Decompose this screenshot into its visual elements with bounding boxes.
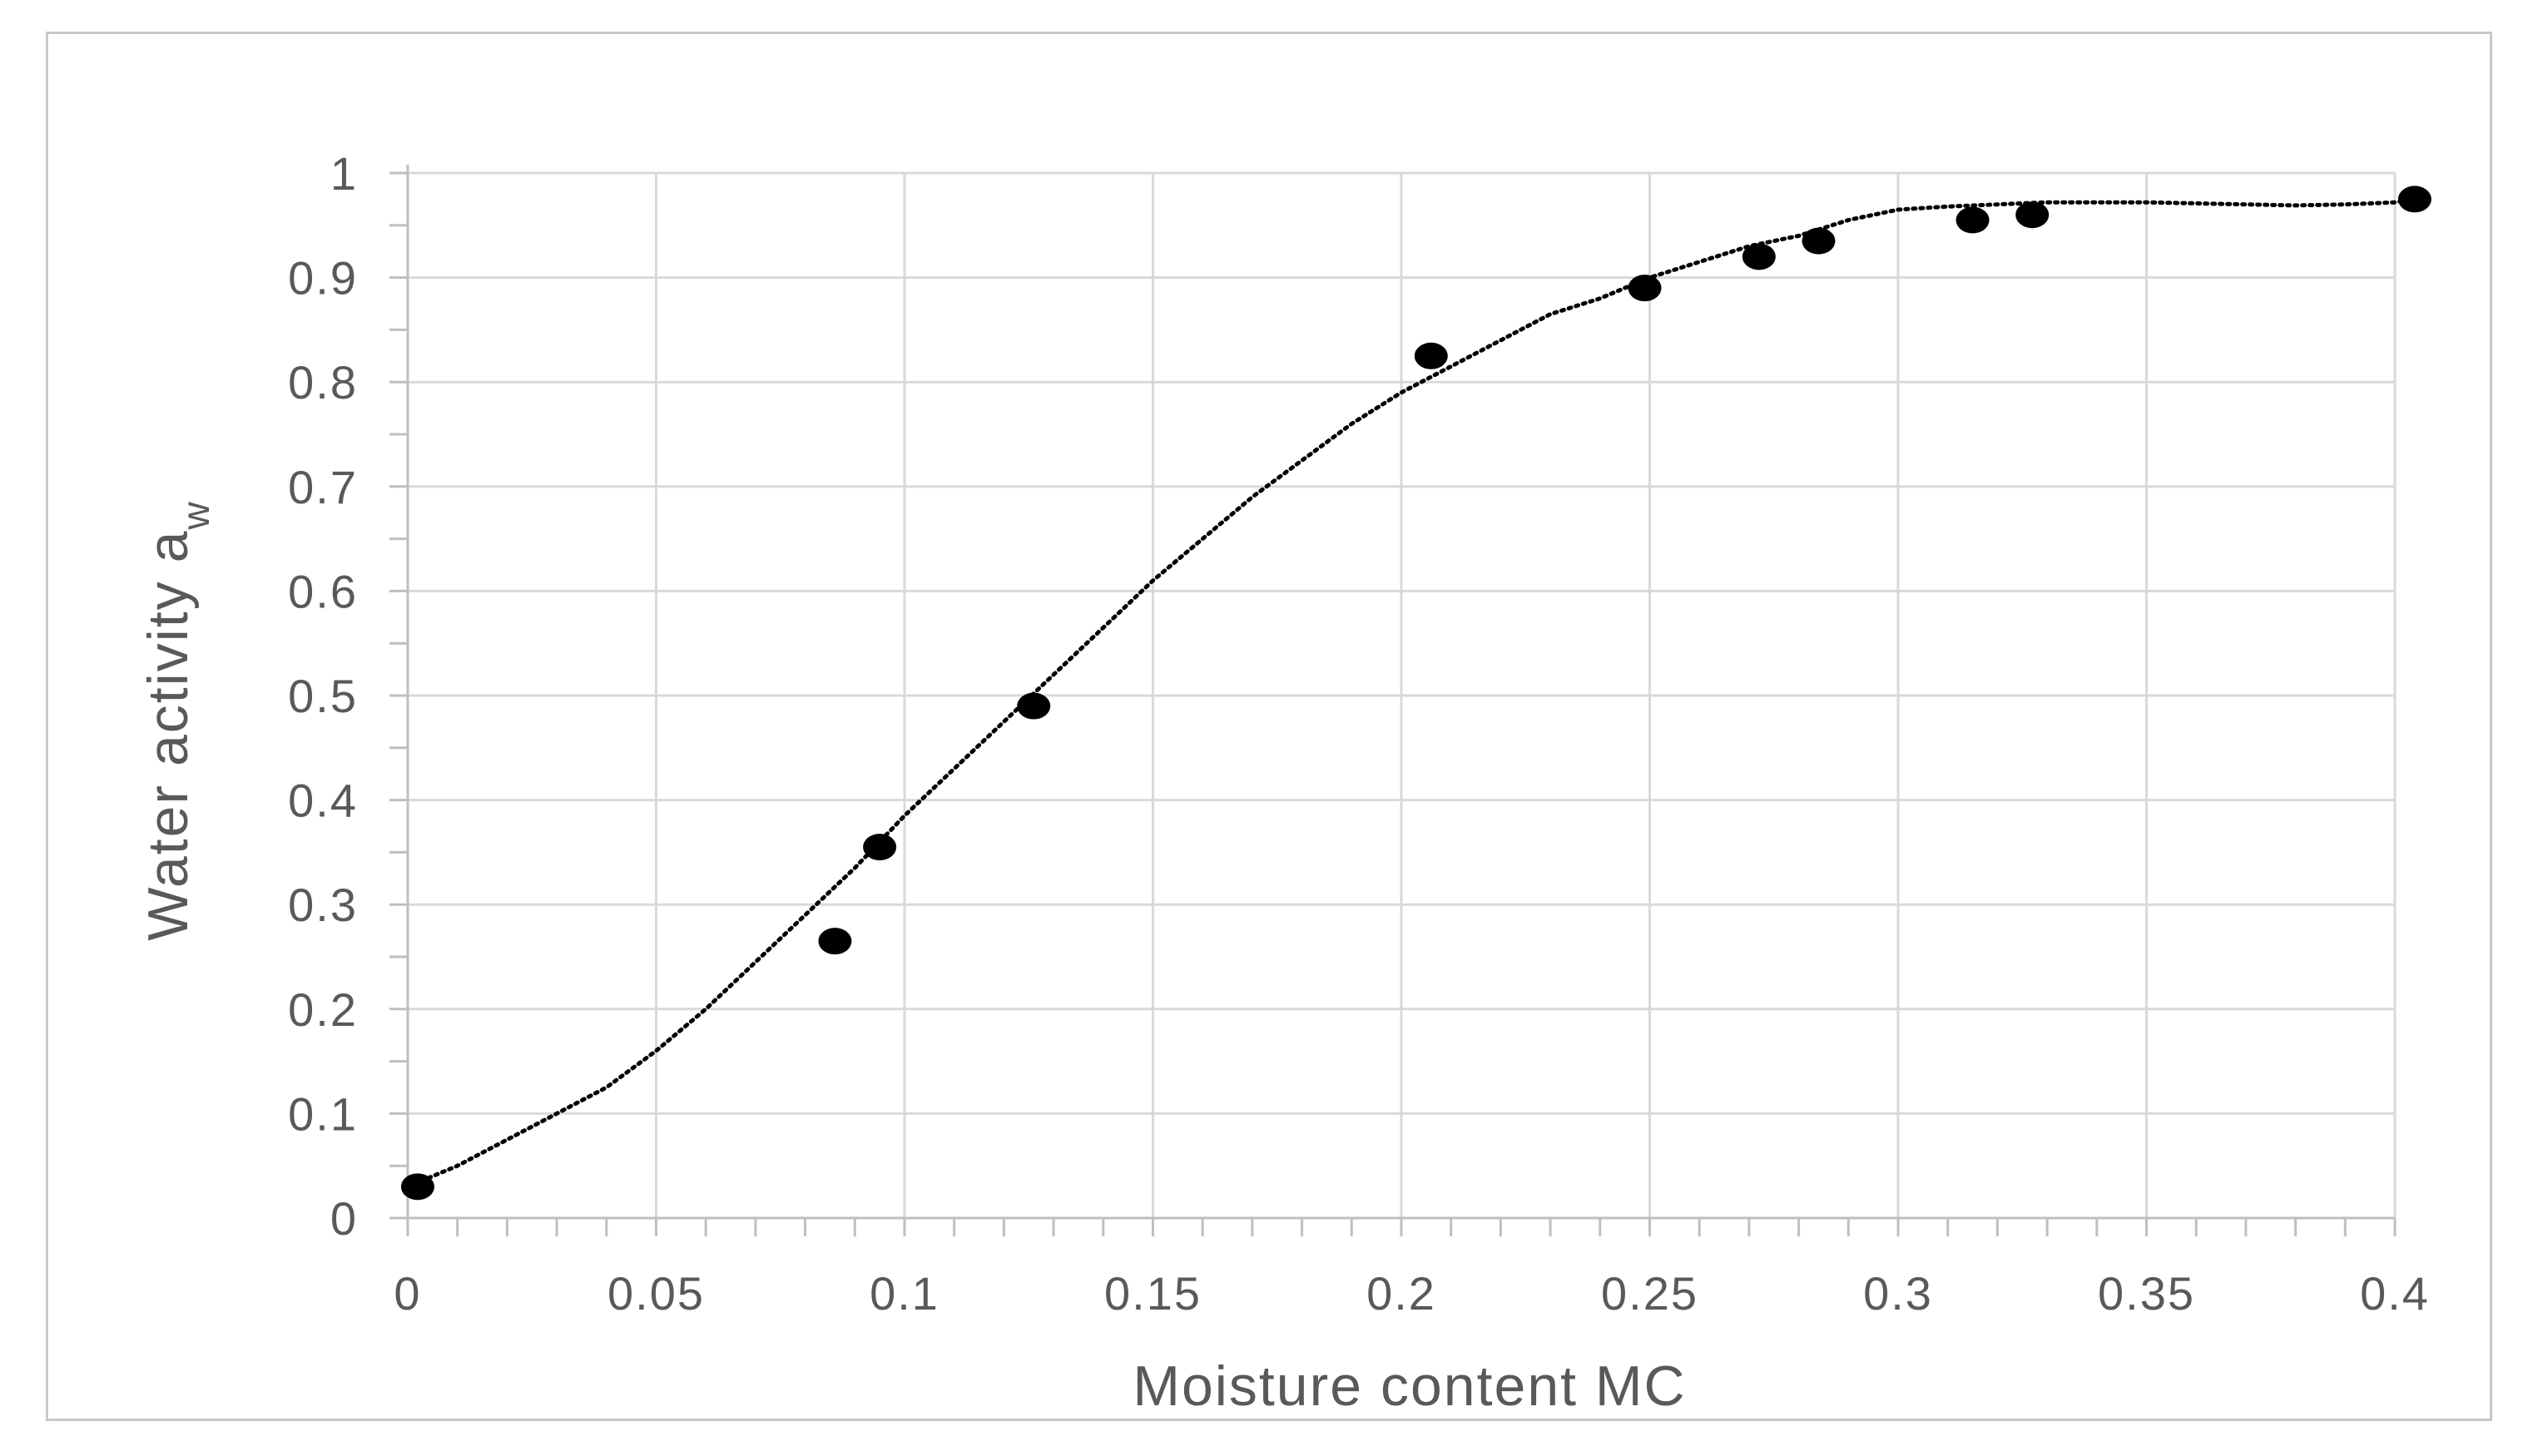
x-tick-label: 0.05	[607, 1267, 705, 1320]
y-tick-label: 1	[330, 147, 358, 200]
x-tick-label: 0	[394, 1267, 421, 1320]
y-axis-title-subscript: w	[174, 500, 217, 530]
data-point	[863, 834, 897, 861]
data-point	[400, 1173, 434, 1201]
chart-frame	[46, 32, 2492, 1421]
data-point	[1628, 275, 1662, 302]
y-tick-label: 0.4	[288, 775, 358, 827]
data-point	[1742, 243, 1776, 270]
axes	[389, 165, 2397, 1236]
x-tick-label: 0.15	[1104, 1267, 1202, 1320]
data-point	[2397, 186, 2431, 213]
x-tick-label: 0.2	[1366, 1267, 1436, 1320]
data-point	[1017, 692, 1051, 720]
trendline	[405, 196, 2422, 1189]
y-tick-label: 0.2	[288, 983, 358, 1036]
y-tick-label: 0.9	[288, 252, 358, 305]
x-tick-label: 0.35	[2098, 1267, 2195, 1320]
gridlines	[408, 171, 2397, 1218]
y-tick-label: 0.6	[288, 565, 358, 617]
x-tick-labels: 0 0.05 0.1 0.15 0.2 0.25 0.3 0.35 0.4	[394, 1267, 2430, 1320]
data-point	[1956, 206, 1990, 234]
data-points	[400, 186, 2431, 1201]
x-tick-label: 0.25	[1601, 1267, 1698, 1320]
y-tick-label: 0.1	[288, 1087, 358, 1140]
y-tick-label: 0.5	[288, 670, 358, 722]
y-tick-label: 0	[330, 1192, 358, 1245]
y-axis-title: Water activity aw	[136, 500, 217, 941]
y-tick-label: 0.8	[288, 356, 358, 409]
data-point	[1802, 227, 1836, 255]
data-point	[1414, 342, 1448, 369]
x-tick-label: 0.3	[1863, 1267, 1933, 1320]
data-point	[2015, 201, 2050, 229]
y-axis-title-main: Water activity a	[136, 529, 200, 940]
y-tick-labels: 0 0.1 0.2 0.3 0.4 0.5 0.6 0.7 0.8 0.9 1	[288, 147, 358, 1245]
data-point	[818, 928, 852, 955]
y-tick-label: 0.7	[288, 461, 358, 513]
x-tick-label: 0.4	[2360, 1267, 2430, 1320]
y-tick-label: 0.3	[288, 879, 358, 931]
x-axis-title: Moisture content MC	[1133, 1354, 1686, 1418]
x-tick-label: 0.1	[870, 1267, 939, 1320]
trendline-layer	[405, 196, 2422, 1189]
